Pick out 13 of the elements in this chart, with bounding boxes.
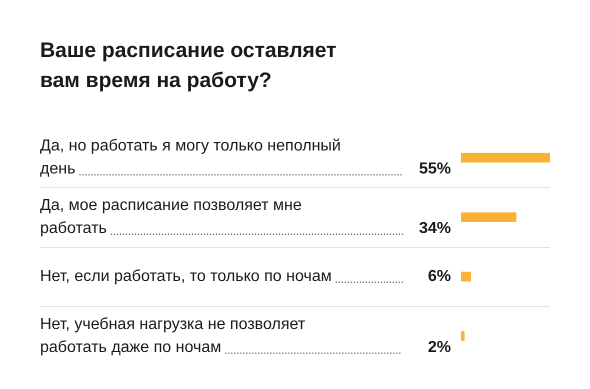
- bar: [461, 272, 472, 282]
- data-label: 55%: [418, 160, 451, 178]
- data-label: 34%: [418, 220, 451, 238]
- y-tick-label: Нет, если работать, то только по ночам: [40, 268, 332, 286]
- bar: [461, 152, 550, 163]
- y-tick-label: Да, но работать я могу только неполный день: [40, 138, 341, 178]
- text: Ваше расписание оставляет вам время на работу?: [40, 38, 338, 94]
- data-label: 2%: [428, 338, 451, 356]
- y-tick-label: Да, мое расписание позволяет мне работать: [40, 196, 302, 238]
- data-label: 6%: [428, 268, 451, 286]
- y-tick-label: Нет, учебная нагрузка не позволяет работать даже по ночам: [40, 316, 306, 356]
- bar: [461, 331, 465, 341]
- bar: [461, 212, 516, 222]
